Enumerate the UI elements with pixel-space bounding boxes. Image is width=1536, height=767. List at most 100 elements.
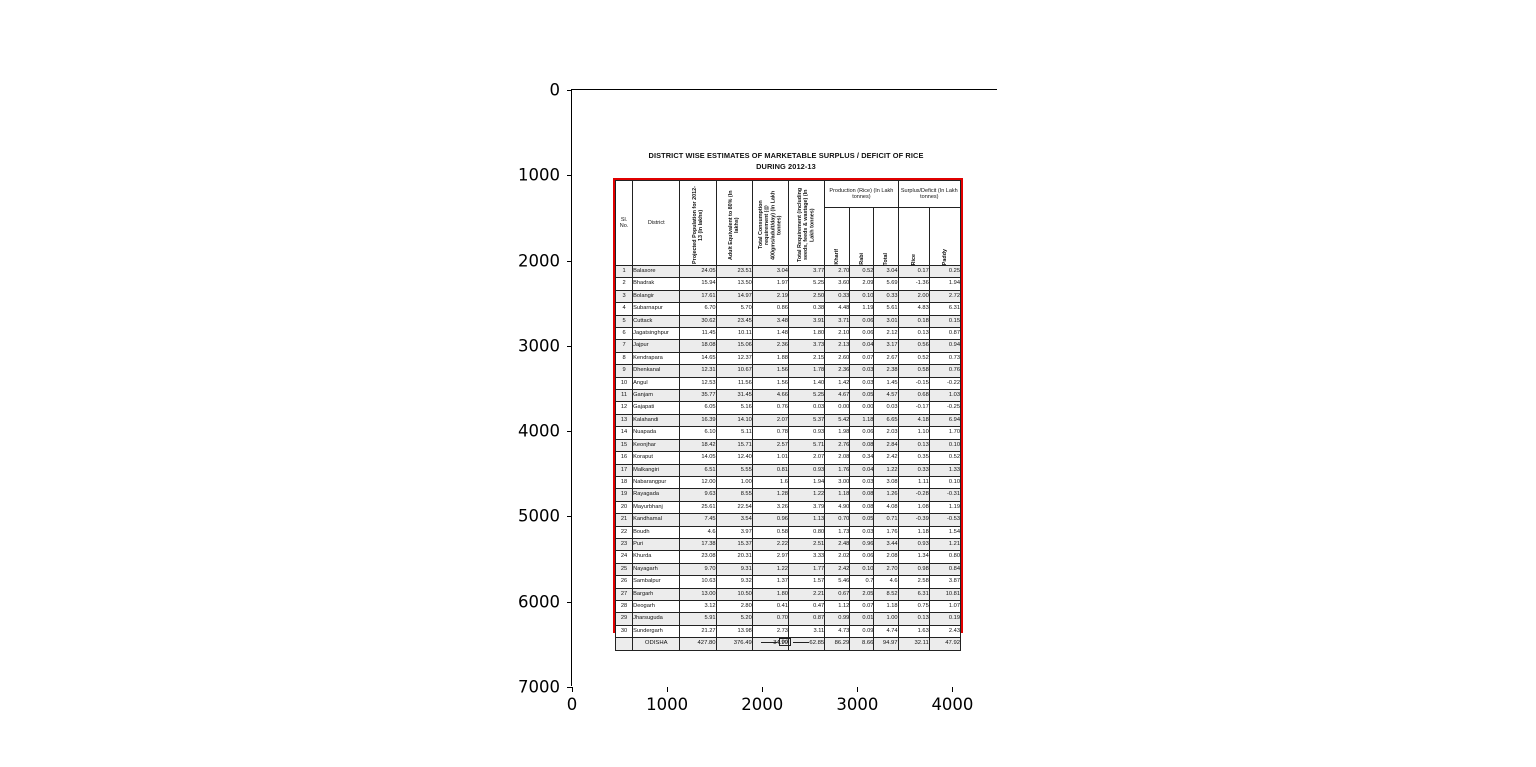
cell-kharif: 2.13 [824,339,851,353]
cell-rabi: 0.04 [849,463,875,477]
table-row: 13 Kalahandi 16.39 14.10 2.07 5.37 5.42 1.18 6.6… [614,413,962,428]
cell-kharif: 3.71 [824,314,851,329]
cell-sl-no: 13 [614,413,634,428]
cell-cons: 2.73 [751,624,789,639]
cell-cons: 2.07 [751,413,789,428]
cell-cons: 0.96 [751,513,789,527]
cell-kharif: 0.33 [824,289,851,304]
cell-kharif: 2.36 [824,364,851,378]
cell-sl-no [614,637,634,651]
cell-paddy: 1.70 [928,426,962,440]
cell-kharif: 1.76 [824,463,851,477]
cell-total: 3.44 [873,537,899,552]
cell-sl-no: 2 [614,277,634,291]
table-row: 4 Subarnapur 6.70 5.70 0.86 0.38 4.48 1.19 5.61 4… [614,302,962,316]
cell-paddy: 0.76 [928,364,962,378]
cell-pop: 6.70 [679,302,717,316]
cell-pop: 11.45 [679,327,717,341]
cell-pop: 17.61 [679,289,717,304]
cell-district: Kendrapara [632,351,681,366]
cell-adult: 15.71 [715,438,753,453]
cell-req: 1.22 [787,488,826,502]
cell-paddy: 1.07 [928,599,962,614]
cell-kharif: 2.42 [824,562,851,577]
cell-adult: 23.51 [715,264,753,279]
header-total-requirement: Total Requirement (including seeds, feed… [787,180,826,266]
cell-rice: -0.39 [897,513,930,527]
cell-cons: 1.88 [751,351,789,366]
cell-cons: 2.57 [751,438,789,453]
cell-adult: 10.11 [715,327,753,341]
cell-adult: 5.16 [715,401,753,415]
cell-rice: 0.58 [897,364,930,378]
surplus-deficit-table: Sl. No. District Projected Population fo… [614,179,962,651]
header-production-kharif: Kharif [824,207,851,266]
cell-total: 0.33 [873,289,899,304]
cell-rice: 0.98 [897,562,930,577]
cell-cons: 0.86 [751,302,789,316]
cell-sl-no: 1 [614,264,634,279]
cell-sl-no: 6 [614,327,634,341]
cell-req: 0.93 [787,463,826,477]
document-title-line2: DURING 2012-13 [756,162,816,171]
cell-adult: 3.97 [715,525,753,539]
cell-rice: 0.18 [897,314,930,329]
header-production-rabi: Rabi [849,207,875,266]
cell-sl-no: 7 [614,339,634,353]
cell-adult: 10.67 [715,364,753,378]
cell-pop: 24.05 [679,264,717,279]
cell-district: Sambalpur [632,575,681,589]
cell-cons: 1.37 [751,575,789,589]
cell-district: Bhadrak [632,277,681,291]
cell-rabi: 0.06 [849,426,875,440]
table-row: 6 Jagatsinghpur 11.45 10.11 1.48 1.80 2.10 0.06… [614,327,962,341]
y-tick-label: 3000 [518,336,560,356]
cell-paddy: 0.10 [928,475,962,490]
table-row: 26 Sambalpur 10.63 9.32 1.37 1.57 5.46 0.7 4.6 2.… [614,575,962,589]
x-tick-label: 2000 [741,695,784,714]
cell-req: 5.25 [787,389,826,403]
cell-cons: 1.80 [751,587,789,601]
cell-adult: 13.50 [715,277,753,291]
cell-pop: 30.62 [679,314,717,329]
cell-rice: 1.34 [897,550,930,564]
cell-district: Kandhamal [632,513,681,527]
header-sl-no-line1: Sl. [620,217,628,223]
header-projected-population: Projected Population for 2012-13 (In lak… [679,180,717,266]
cell-kharif: 2.48 [824,537,851,552]
cell-total: 1.22 [873,463,899,477]
cell-kharif: 5.46 [824,575,851,589]
cell-sl-no: 22 [614,525,634,539]
cell-rice: 4.83 [897,302,930,316]
cell-pop: 3.12 [679,599,717,614]
cell-sl-no: 17 [614,463,634,477]
cell-pop: 15.94 [679,277,717,291]
cell-req: 1.80 [787,327,826,341]
cell-sl-no: 20 [614,500,634,515]
table-row: 20 Mayurbhanj 25.61 22.54 3.26 3.79 4.90 0.08 4.… [614,500,962,515]
cell-sl-no: 14 [614,426,634,440]
cell-sl-no: 18 [614,475,634,490]
cell-kharif: 2.08 [824,451,851,465]
cell-district: Jagatsinghpur [632,327,681,341]
cell-total: 6.65 [873,413,899,428]
cell-rice: -0.15 [897,376,930,391]
cell-cons: 1.56 [751,364,789,378]
cell-district: Malkangiri [632,463,681,477]
cell-sl-no: 26 [614,575,634,589]
cell-district: Dhenkanal [632,364,681,378]
header-total-consumption: Total Consumption requirement (@ 400gms/… [751,180,789,266]
cell-adult: 10.50 [715,587,753,601]
table-row: 21 Kandhamal 7.45 3.54 0.96 1.13 0.70 0.05 0.71-… [614,513,962,527]
cell-req: 3.79 [787,500,826,515]
cell-sl-no: 15 [614,438,634,453]
cell-rice: 0.75 [897,599,930,614]
cell-rabi: 1.18 [849,413,875,428]
cell-sl-no: 24 [614,550,634,564]
footer-rule-left [760,641,777,643]
cell-paddy: 0.10 [928,438,962,453]
cell-cons: 2.36 [751,339,789,353]
cell-kharif: 3.00 [824,475,851,490]
x-tick-mark [857,687,859,692]
cell-paddy: -0.22 [928,376,962,391]
